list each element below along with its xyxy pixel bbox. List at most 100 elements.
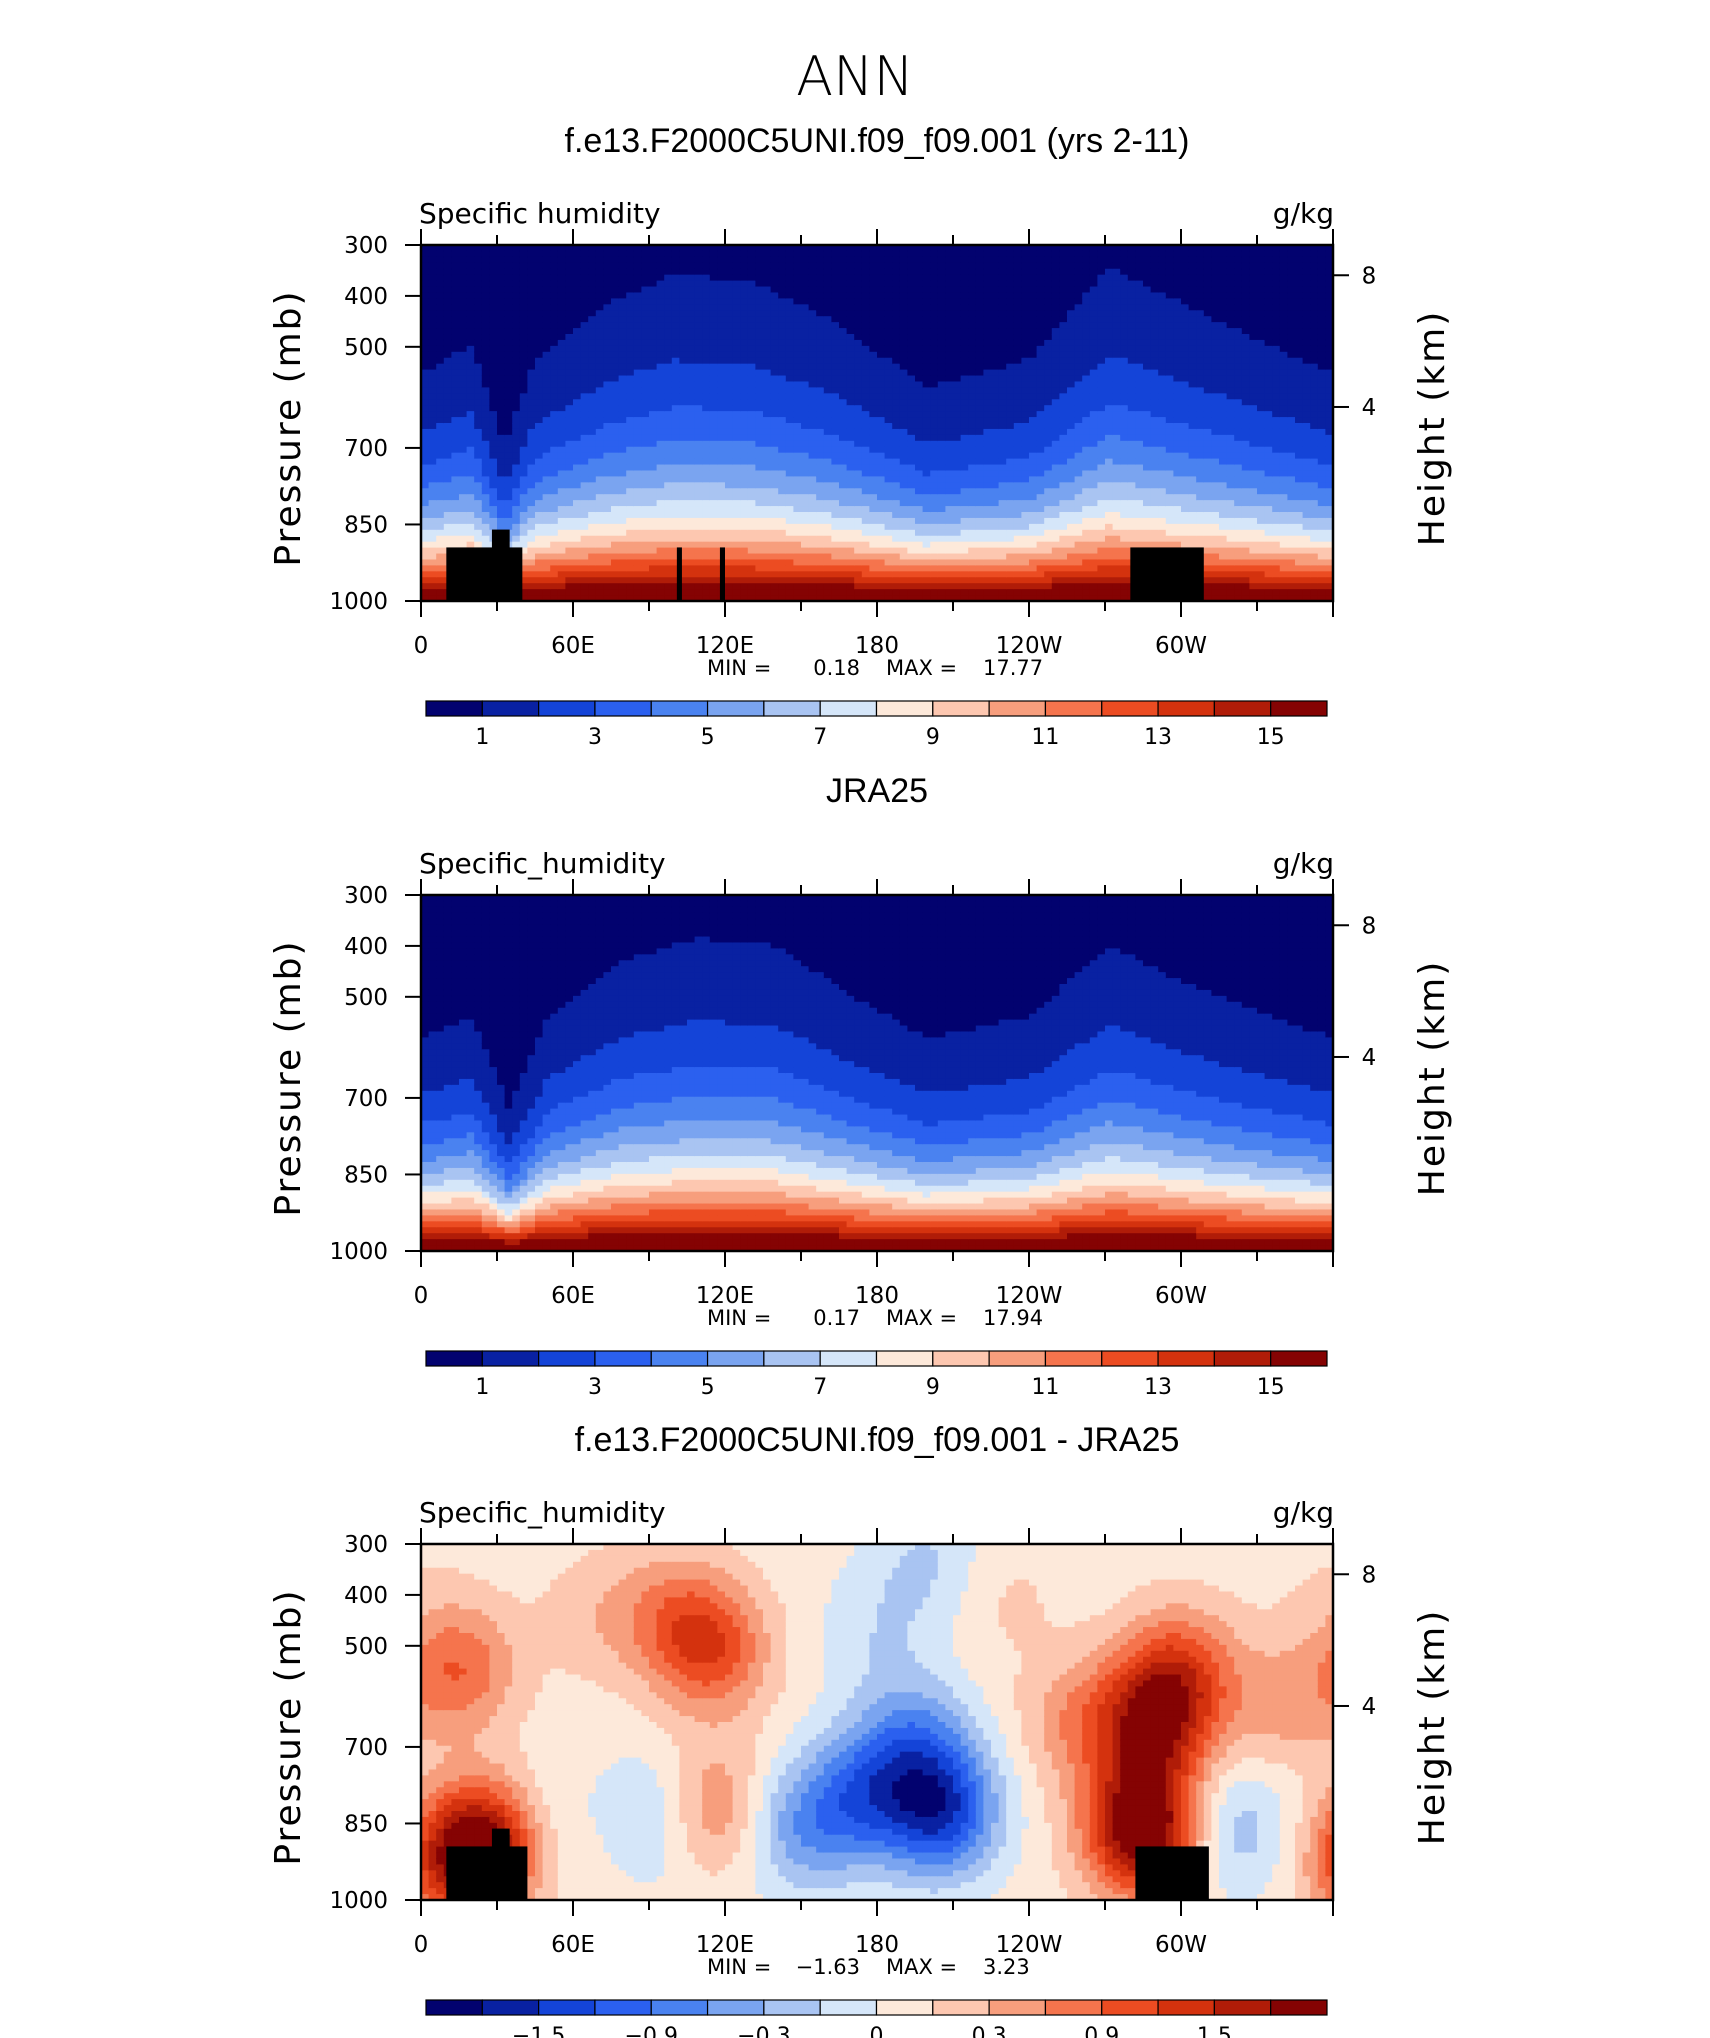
field-cell xyxy=(877,328,886,335)
field-cell xyxy=(725,595,734,601)
field-cell xyxy=(459,316,468,323)
field-cell xyxy=(953,417,962,424)
field-cell xyxy=(975,446,984,454)
field-cell xyxy=(1021,351,1030,359)
field-cell xyxy=(915,434,924,442)
field-cell xyxy=(466,256,475,264)
field-cell xyxy=(922,523,931,531)
field-cell xyxy=(436,286,445,294)
field-cell xyxy=(968,470,977,477)
field-cell xyxy=(1044,529,1053,537)
field-cell xyxy=(679,280,688,288)
field-cell xyxy=(459,357,468,365)
field-cell xyxy=(588,399,597,406)
field-cell xyxy=(649,571,658,578)
field-cell xyxy=(725,440,734,448)
field-cell xyxy=(1021,334,1030,341)
field-cell xyxy=(611,440,620,448)
field-cell xyxy=(557,345,566,353)
field-cell xyxy=(915,547,924,555)
field-cell xyxy=(671,423,680,430)
field-cell xyxy=(1013,363,1022,371)
field-cell xyxy=(953,381,962,388)
field-cell xyxy=(740,345,749,353)
field-cell xyxy=(823,589,832,596)
field-cell xyxy=(816,351,825,359)
field-cell xyxy=(519,541,528,549)
field-cell xyxy=(565,559,574,566)
field-cell xyxy=(527,292,536,299)
field-cell xyxy=(557,482,566,489)
field-cell xyxy=(1006,583,1015,590)
field-cell xyxy=(998,446,1007,454)
field-cell xyxy=(755,369,764,377)
field-cell xyxy=(968,482,977,489)
field-cell xyxy=(846,565,855,572)
field-cell xyxy=(671,506,680,513)
field-cell xyxy=(1006,571,1015,578)
field-cell xyxy=(808,512,817,519)
field-cell xyxy=(1044,339,1053,347)
field-cell xyxy=(428,565,437,572)
field-cell xyxy=(793,595,802,601)
field-cell xyxy=(694,446,703,454)
field-cell xyxy=(595,500,604,507)
field-cell xyxy=(611,571,620,578)
field-cell xyxy=(892,411,901,418)
field-cell xyxy=(975,334,984,341)
field-cell xyxy=(945,411,954,418)
field-cell xyxy=(770,523,779,531)
field-cell xyxy=(968,577,977,584)
field-cell xyxy=(618,595,627,601)
field-cell xyxy=(816,494,825,501)
field-cell xyxy=(839,369,848,377)
field-cell xyxy=(892,547,901,555)
field-cell xyxy=(1029,316,1038,323)
field-cell xyxy=(565,446,574,454)
field-cell xyxy=(535,411,544,418)
field-cell xyxy=(717,541,726,549)
field-cell xyxy=(747,595,756,601)
field-cell xyxy=(671,547,680,555)
field-cell xyxy=(763,363,772,371)
field-cell xyxy=(603,529,612,537)
field-cell xyxy=(1029,274,1038,282)
field-cell xyxy=(968,512,977,519)
field-cell xyxy=(740,506,749,513)
field-cell xyxy=(915,399,924,406)
field-cell xyxy=(998,369,1007,377)
field-cell xyxy=(519,440,528,448)
field-cell xyxy=(1044,399,1053,406)
field-cell xyxy=(527,440,536,448)
field-cell xyxy=(1036,523,1045,531)
field-cell xyxy=(732,529,741,537)
field-cell xyxy=(983,559,992,566)
field-cell xyxy=(983,292,992,299)
field-cell xyxy=(915,535,924,543)
field-cell xyxy=(785,339,794,347)
field-cell xyxy=(785,547,794,555)
field-cell xyxy=(694,476,703,483)
field-cell xyxy=(869,541,878,549)
field-cell xyxy=(755,357,764,365)
field-cell xyxy=(573,523,582,531)
field-cell xyxy=(527,423,536,430)
field-cell xyxy=(504,292,513,299)
field-cell xyxy=(1006,517,1015,525)
field-cell xyxy=(930,428,939,436)
field-cell xyxy=(740,482,749,489)
field-cell xyxy=(717,506,726,513)
field-cell xyxy=(504,440,513,448)
field-cell xyxy=(953,310,962,317)
field-cell xyxy=(717,405,726,412)
field-cell xyxy=(846,446,855,454)
field-cell xyxy=(580,434,589,442)
field-cell xyxy=(1021,339,1030,347)
field-cell xyxy=(443,256,452,264)
field-cell xyxy=(1044,245,1053,252)
field-cell xyxy=(1021,440,1030,448)
field-cell xyxy=(664,440,673,448)
field-cell xyxy=(421,482,430,489)
field-cell xyxy=(953,375,962,383)
field-cell xyxy=(649,345,658,353)
